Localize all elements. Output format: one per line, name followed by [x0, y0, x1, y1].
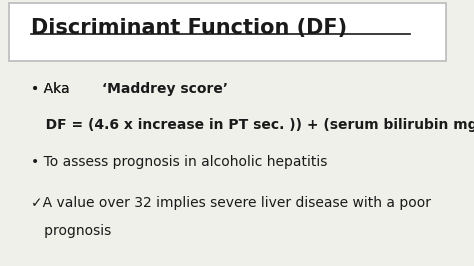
Text: Discriminant Function (DF): Discriminant Function (DF) — [31, 18, 347, 38]
Text: ‘Maddrey score’: ‘Maddrey score’ — [102, 82, 228, 96]
Text: prognosis: prognosis — [31, 225, 111, 238]
Text: ✓A value over 32 implies severe liver disease with a poor: ✓A value over 32 implies severe liver di… — [31, 197, 431, 210]
FancyBboxPatch shape — [9, 3, 446, 61]
Text: • Aka ‘Maddrey score’: • Aka ‘Maddrey score’ — [31, 82, 205, 96]
Text: DF = (4.6 x increase in PT sec. )) + (serum bilirubin mg/dl): DF = (4.6 x increase in PT sec. )) + (se… — [31, 118, 474, 132]
Text: • To assess prognosis in alcoholic hepatitis: • To assess prognosis in alcoholic hepat… — [31, 155, 327, 169]
Text: • Aka: • Aka — [31, 82, 74, 96]
Text: • Aka: • Aka — [31, 82, 74, 96]
